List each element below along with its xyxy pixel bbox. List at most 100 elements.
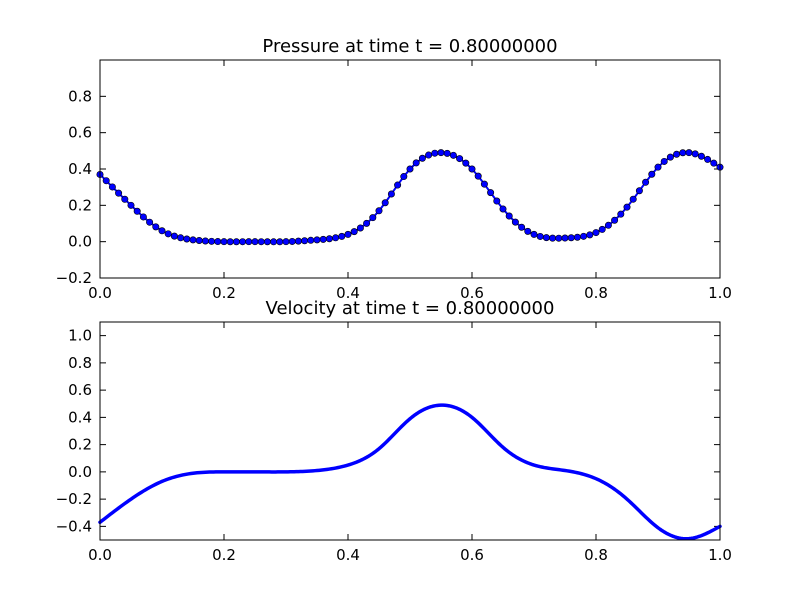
pressure-data-point	[369, 214, 377, 222]
pressure-data-point	[555, 234, 563, 242]
pressure-data-point	[239, 238, 247, 246]
pressure-data-point	[462, 159, 470, 167]
pressure-data-point	[611, 216, 619, 224]
pressure-data-point	[660, 157, 668, 165]
pressure-data-point	[549, 234, 557, 242]
velocity-xtick-label: 0.8	[584, 546, 608, 564]
pressure-data-point	[623, 203, 631, 211]
pressure-data-point	[270, 238, 278, 246]
pressure-data-point	[580, 232, 588, 240]
pressure-data-point	[276, 238, 284, 246]
velocity-series-line	[98, 403, 722, 541]
pressure-data-point	[654, 163, 662, 171]
pressure-data-point	[468, 165, 476, 173]
pressure-data-point	[232, 238, 240, 246]
pressure-data-point	[332, 234, 340, 242]
pressure-data-point	[381, 199, 389, 207]
pressure-data-point	[642, 178, 650, 186]
pressure-data-point	[493, 197, 501, 205]
pressure-data-point	[226, 238, 234, 246]
pressure-data-point	[133, 207, 141, 215]
pressure-data-point	[387, 190, 395, 198]
pressure-data-point	[146, 218, 154, 226]
pressure-data-point	[102, 177, 110, 185]
pressure-data-point	[282, 238, 290, 246]
pressure-data-point	[592, 229, 600, 237]
pressure-ytick-label: 0.0	[68, 233, 92, 251]
velocity-xtick-label: 0.6	[460, 546, 484, 564]
pressure-data-point	[301, 237, 309, 245]
velocity-axes-frame	[99, 321, 721, 541]
velocity-xtick-label: 0.4	[336, 546, 360, 564]
pressure-data-point	[524, 227, 532, 235]
velocity-ytick-label: 0.2	[68, 436, 92, 454]
pressure-data-point	[604, 221, 612, 229]
pressure-data-point	[412, 159, 420, 167]
velocity-chart: Velocity at time t = 0.80000000 0.0 0.2 0.…	[56, 298, 732, 564]
pressure-data-point	[673, 150, 681, 158]
pressure-data-point	[152, 223, 160, 231]
pressure-xtick-label: 0.4	[336, 284, 360, 302]
pressure-data-point	[115, 189, 123, 197]
velocity-ytick-label: 1.0	[68, 327, 92, 345]
pressure-ytick-label: 0.8	[68, 87, 92, 105]
pressure-data-point	[251, 238, 259, 246]
pressure-data-point	[480, 180, 488, 188]
pressure-data-point	[511, 218, 519, 226]
pressure-data-point	[666, 153, 674, 161]
pressure-chart: Pressure at time t = 0.80000000 0.0 0.2 0.…	[56, 36, 732, 302]
pressure-data-point	[338, 232, 346, 240]
velocity-xtick-label: 1.0	[708, 546, 732, 564]
pressure-data-point	[257, 238, 265, 246]
pressure-ytick-label: −0.2	[56, 269, 92, 287]
pressure-data-point	[183, 235, 191, 243]
velocity-ytick-label: −0.4	[56, 517, 92, 535]
pressure-data-point	[139, 213, 147, 221]
pressure-data-point	[679, 149, 687, 157]
pressure-data-point	[263, 238, 271, 246]
pressure-data-point	[443, 149, 451, 157]
pressure-data-point	[710, 159, 718, 167]
pressure-data-point	[375, 207, 383, 215]
pressure-data-point	[325, 235, 333, 243]
pressure-data-point	[363, 219, 371, 227]
pressure-data-point	[164, 230, 172, 238]
pressure-data-point	[319, 235, 327, 243]
pressure-data-point	[307, 236, 315, 244]
pressure-data-point	[177, 234, 185, 242]
pressure-data-point	[518, 223, 526, 231]
pressure-title: Pressure at time t = 0.80000000	[262, 36, 557, 57]
pressure-data-point	[356, 224, 364, 232]
pressure-data-point	[437, 149, 445, 157]
pressure-data-point	[629, 195, 637, 203]
velocity-ytick-label: −0.2	[56, 490, 92, 508]
pressure-data-point	[697, 152, 705, 160]
pressure-data-point	[201, 237, 209, 245]
pressure-data-point	[406, 165, 414, 173]
pressure-xtick-label: 0.6	[460, 284, 484, 302]
pressure-data-point	[474, 172, 482, 180]
pressure-data-point	[294, 237, 302, 245]
pressure-data-point	[127, 201, 135, 209]
pressure-data-point	[499, 205, 507, 213]
pressure-data-point	[394, 181, 402, 189]
velocity-ytick-label: 0.8	[68, 354, 92, 372]
pressure-xtick-label: 0.0	[88, 284, 112, 302]
pressure-data-point	[456, 155, 464, 163]
pressure-data-point	[536, 232, 544, 240]
pressure-data-point	[170, 232, 178, 240]
pressure-data-point	[108, 183, 116, 191]
pressure-data-point	[530, 230, 538, 238]
velocity-xtick-label: 0.2	[212, 546, 236, 564]
pressure-data-point	[158, 227, 166, 235]
pressure-data-point	[400, 173, 408, 181]
pressure-data-point	[288, 237, 296, 245]
pressure-data-point	[425, 151, 433, 159]
pressure-xtick-label: 0.8	[584, 284, 608, 302]
velocity-title: Velocity at time t = 0.80000000	[266, 298, 555, 319]
pressure-data-point	[691, 150, 699, 158]
pressure-data-point	[573, 233, 581, 241]
pressure-data-point	[214, 238, 222, 246]
velocity-ytick-label: 0.6	[68, 381, 92, 399]
pressure-xtick-label: 0.2	[212, 284, 236, 302]
